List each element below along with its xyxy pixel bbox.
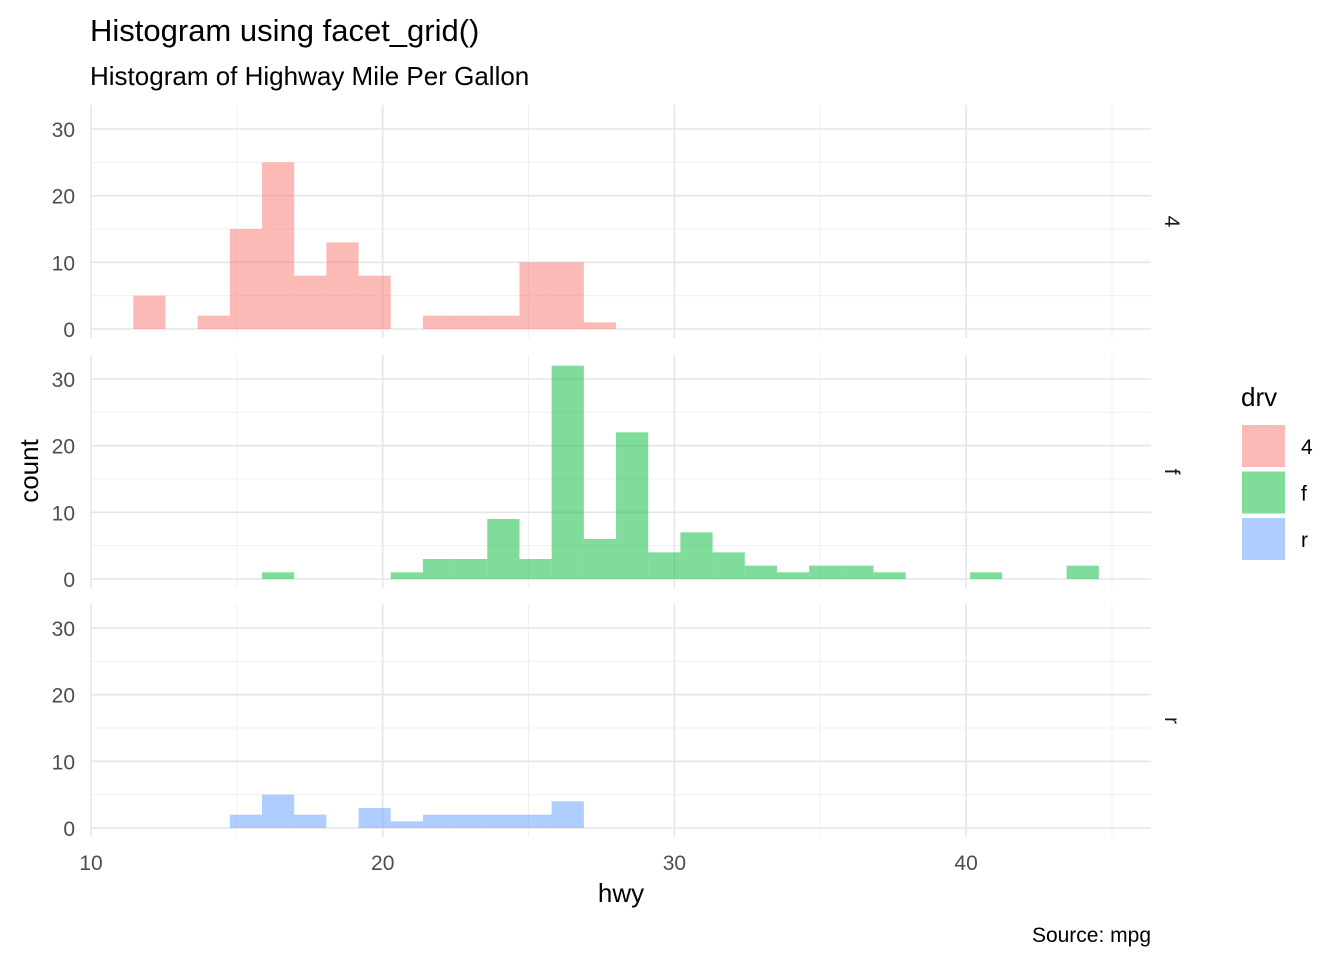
histogram-bar [712,552,745,579]
histogram-bar [519,814,552,828]
legend-key-4 [1242,425,1285,467]
histogram-bar [133,295,166,329]
histogram-bar [261,794,295,828]
y-tick-label: 0 [63,319,75,342]
y-axis-label: count [14,438,44,502]
y-tick-label: 20 [52,685,75,708]
facet-strip-label: f [1160,469,1183,475]
histogram-bar [519,558,552,579]
histogram-bar [809,565,842,579]
y-tick-label: 30 [52,618,75,641]
x-tick-label: 20 [371,852,394,875]
histogram-bar [487,315,520,329]
y-tick-label: 20 [52,186,75,209]
histogram-bar [422,315,456,329]
facet-strip-label: r [1160,717,1183,724]
histogram-bar [648,552,681,579]
histogram-bar [326,242,359,329]
chart-title: Histogram using facet_grid() [90,13,479,48]
x-axis-label: hwy [598,878,644,908]
histogram-bar [551,262,584,329]
histogram-bar [294,275,327,329]
y-tick-label: 10 [52,252,75,275]
histogram-bar [616,432,649,579]
histogram-bar [422,814,456,828]
histogram-bar [455,814,488,828]
legend-title: drv [1241,382,1277,412]
x-tick-label: 10 [79,852,102,875]
y-tick-label: 20 [52,436,75,459]
histogram-bar [551,801,584,828]
histogram-bar [390,572,423,579]
histogram-bar [294,814,327,828]
histogram-bar [583,538,617,579]
histogram-bar [455,558,488,579]
facet-panel-4: 0 10 20 30 4 [52,105,1183,342]
histogram-bar [970,572,1003,579]
histogram-bar [841,565,874,579]
y-tick-label: 0 [63,569,75,592]
y-tick-label: 10 [52,751,75,774]
y-tick-label: 30 [52,369,75,392]
legend-key-r [1242,518,1285,560]
histogram-bar [455,315,488,329]
x-tick-label: 40 [954,852,977,875]
x-tick-label: 30 [663,852,686,875]
histogram-bar [422,558,456,579]
histogram-bar [229,814,262,828]
histogram-bar [744,565,777,579]
legend-label: r [1301,529,1308,552]
histogram-bar [261,162,295,329]
histogram-bar [229,228,262,329]
y-tick-label: 30 [52,119,75,142]
histogram-bar [487,518,520,579]
histogram-bar [261,572,295,579]
caption: Source: mpg [1032,924,1151,947]
histogram-bar [519,262,552,329]
histogram-bar [1066,565,1099,579]
histogram-bar [583,322,617,329]
facet-panel-f: 0 10 20 30 f [52,355,1183,592]
histogram-bar [551,365,584,579]
histogram-bar [776,572,810,579]
legend-label: 4 [1301,436,1313,459]
histogram-bar [873,572,906,579]
histogram-bar [358,807,391,828]
histogram-bar [358,275,391,329]
chart-subtitle: Histogram of Highway Mile Per Gallon [90,61,529,91]
histogram-bar [487,814,520,828]
legend-key-f [1242,471,1285,514]
histogram-bar [197,315,230,329]
y-tick-label: 10 [52,502,75,525]
y-tick-label: 0 [63,818,75,841]
legend-label: f [1301,483,1307,506]
facet-strip-label: 4 [1160,216,1183,228]
facet-panel-r: 0 10 20 30 r [52,604,1183,841]
histogram-bar [680,532,713,579]
histogram-bar [390,821,423,828]
